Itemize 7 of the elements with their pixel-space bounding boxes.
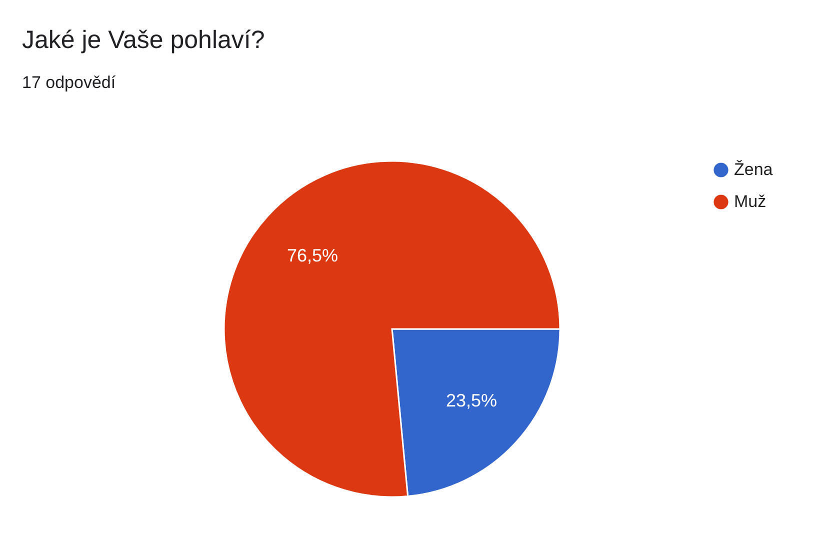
data-label: 76,5% [286,246,338,266]
legend-label: Muž [734,192,766,211]
data-label: 23,5% [446,390,498,410]
legend-label: Žena [734,160,774,179]
text: 17 odpovědí [22,73,116,92]
chart-title: Jaké je Vaše pohlaví? [22,26,265,54]
pie-slice [223,160,561,498]
